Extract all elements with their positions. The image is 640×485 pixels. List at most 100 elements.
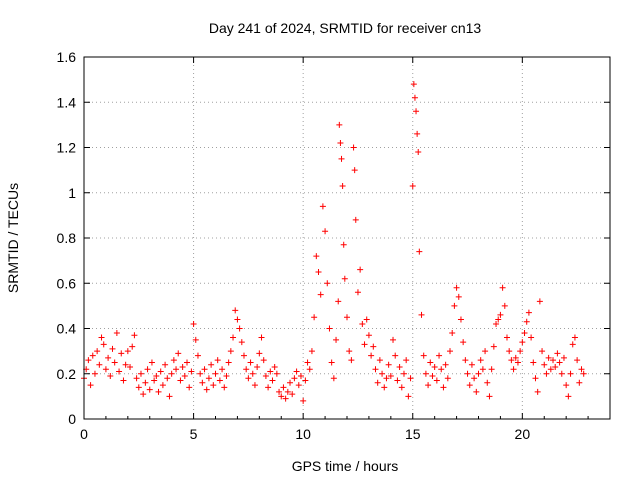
- data-point: [201, 366, 208, 373]
- data-point: [425, 382, 432, 389]
- y-tick-label: 1.6: [57, 49, 77, 65]
- data-point: [444, 375, 451, 382]
- data-point: [440, 384, 447, 391]
- data-point: [359, 320, 366, 327]
- data-point: [477, 357, 484, 364]
- data-point: [102, 366, 109, 373]
- data-point: [175, 350, 182, 357]
- x-tick-label: 15: [405, 426, 421, 442]
- y-tick-label: 0.6: [57, 275, 77, 291]
- data-point: [166, 393, 173, 400]
- data-point: [232, 307, 239, 314]
- data-point: [131, 332, 138, 339]
- data-point: [188, 368, 195, 375]
- data-point: [390, 336, 397, 343]
- data-point: [547, 366, 554, 373]
- data-point: [186, 384, 193, 391]
- data-point: [400, 370, 407, 377]
- data-point: [348, 357, 355, 364]
- data-point: [503, 334, 510, 341]
- y-axis-label: SRMTID / TECUs: [5, 183, 21, 293]
- data-point: [300, 397, 307, 404]
- data-point: [453, 284, 460, 291]
- data-point: [109, 345, 116, 352]
- data-point: [227, 348, 234, 355]
- data-point: [338, 155, 345, 162]
- data-point: [87, 382, 94, 389]
- data-point: [302, 377, 309, 384]
- data-point: [124, 348, 131, 355]
- data-point: [563, 382, 570, 389]
- data-point: [127, 363, 134, 370]
- data-point: [153, 373, 160, 380]
- data-point: [352, 216, 359, 223]
- data-point: [140, 391, 147, 398]
- data-point: [135, 384, 142, 391]
- data-point: [238, 339, 245, 346]
- data-point: [396, 363, 403, 370]
- data-point: [350, 144, 357, 151]
- data-point: [221, 384, 228, 391]
- data-point: [181, 373, 188, 380]
- data-point: [418, 311, 425, 318]
- data-point: [212, 370, 219, 377]
- data-point: [457, 316, 464, 323]
- data-point: [339, 182, 346, 189]
- data-point: [368, 352, 375, 359]
- data-point: [571, 334, 578, 341]
- data-point: [578, 366, 585, 373]
- y-tick-label: 1.2: [57, 140, 77, 156]
- data-point: [490, 343, 497, 350]
- data-point: [508, 357, 515, 364]
- data-point: [488, 366, 495, 373]
- data-point: [554, 350, 561, 357]
- data-point: [179, 363, 186, 370]
- data-point: [306, 366, 313, 373]
- data-point: [260, 357, 267, 364]
- data-point: [170, 357, 177, 364]
- data-point: [475, 370, 482, 377]
- data-point: [376, 357, 383, 364]
- data-point: [525, 309, 532, 316]
- y-tick-label: 0.2: [57, 366, 77, 382]
- data-point: [319, 203, 326, 210]
- data-point: [543, 370, 550, 377]
- data-point: [256, 350, 263, 357]
- data-point: [455, 293, 462, 300]
- data-point: [322, 228, 329, 235]
- data-point: [517, 348, 524, 355]
- data-point: [262, 373, 269, 380]
- data-point: [407, 375, 414, 382]
- data-point: [462, 357, 469, 364]
- data-point: [197, 370, 204, 377]
- data-point: [247, 359, 254, 366]
- data-point: [351, 167, 358, 174]
- data-point: [433, 377, 440, 384]
- data-point: [190, 320, 197, 327]
- data-point: [484, 379, 491, 386]
- data-point: [512, 354, 519, 361]
- data-point: [148, 359, 155, 366]
- data-point: [278, 393, 285, 400]
- data-point: [98, 334, 105, 341]
- data-point: [249, 370, 256, 377]
- data-point: [137, 370, 144, 377]
- y-tick-label: 1.4: [57, 94, 77, 110]
- data-point: [208, 361, 215, 368]
- data-point: [223, 373, 230, 380]
- data-point: [96, 361, 103, 368]
- x-tick-label: 10: [295, 426, 311, 442]
- data-point: [519, 339, 526, 346]
- data-point: [336, 121, 343, 128]
- data-point: [346, 348, 353, 355]
- data-point: [245, 375, 252, 382]
- data-point: [311, 314, 318, 321]
- data-point: [383, 375, 390, 382]
- data-point: [116, 368, 123, 375]
- data-point: [541, 361, 548, 368]
- data-point: [313, 253, 320, 260]
- data-point: [289, 391, 296, 398]
- data-point: [85, 357, 92, 364]
- data-point: [192, 336, 199, 343]
